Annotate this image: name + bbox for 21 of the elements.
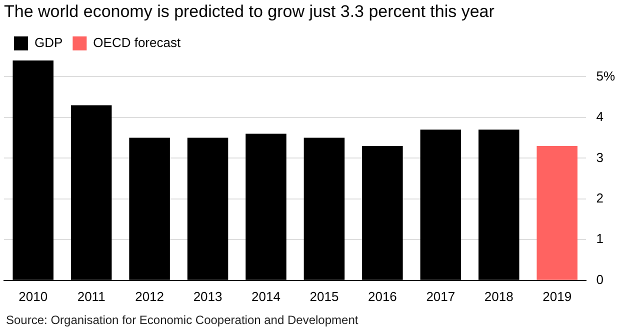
y-tick-label: 4: [596, 109, 604, 124]
y-tick-label: 3: [596, 150, 604, 165]
x-tick-label: 2019: [542, 288, 572, 304]
x-tick-label: 2010: [18, 288, 48, 304]
legend-label: GDP: [34, 34, 63, 50]
x-tick-label: 2011: [77, 288, 106, 304]
x-tick-label: 2015: [310, 288, 339, 304]
x-tick-label: 2018: [484, 288, 514, 304]
y-tick-label: 1: [596, 231, 604, 246]
x-tick-label: 2014: [252, 288, 280, 304]
x-tick-label: 2017: [426, 288, 456, 304]
legend-label: OECD forecast: [93, 34, 181, 50]
x-tick-label: 2016: [368, 288, 397, 304]
source-note: Source: Organisation for Economic Cooperation and Development: [6, 313, 358, 327]
bar: [536, 146, 578, 280]
x-tick-label: 2012: [135, 288, 164, 304]
y-tick-label: 2: [596, 190, 604, 206]
y-tick-label: 0: [596, 272, 604, 287]
y-tick-label: 5%: [596, 68, 616, 84]
x-tick-label: 2013: [193, 288, 222, 304]
chart-title: The world economy is predicted to grow just 3.3 percent this year: [4, 2, 495, 21]
